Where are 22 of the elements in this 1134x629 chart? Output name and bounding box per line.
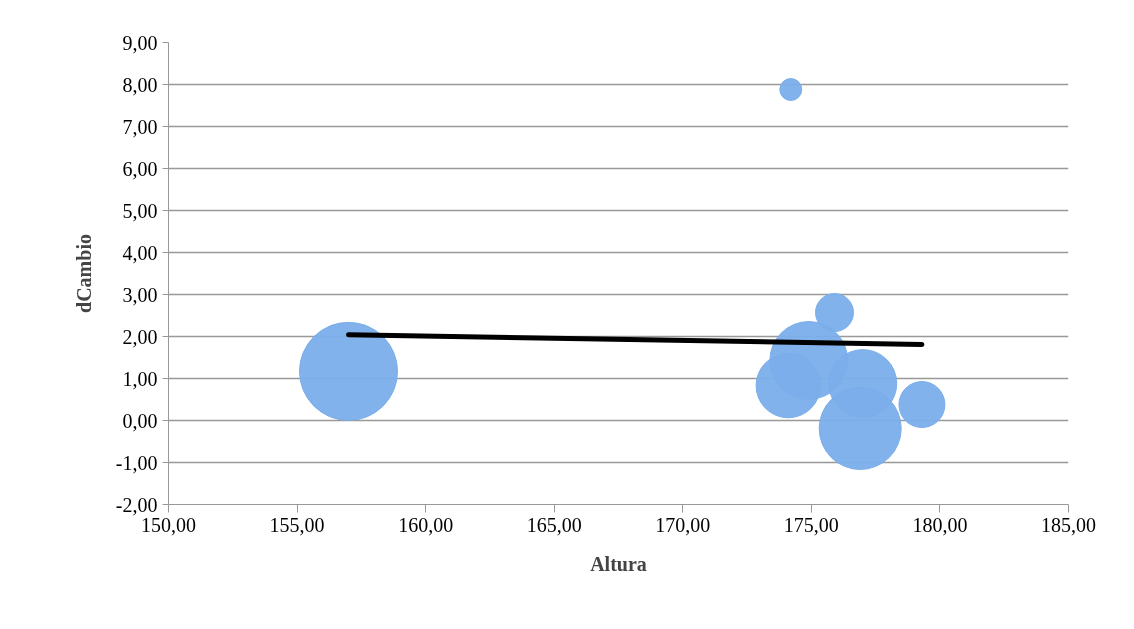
y-tick-label: -2,00 [115,493,158,516]
y-tick-label: 3,00 [122,283,158,306]
x-tick-label: 165,00 [526,513,582,536]
y-tick-label: 9,00 [122,31,158,54]
x-tick-label: 170,00 [655,513,711,536]
x-tick-label: 150,00 [141,513,196,536]
y-tick-label: 0,00 [122,409,158,432]
y-axis-title: dCambio [72,234,95,313]
x-tick-label: 185,00 [1041,513,1096,536]
y-tick-label: 8,00 [122,73,158,96]
y-tick-label: 1,00 [122,367,158,390]
x-tick-label: 175,00 [783,513,839,536]
y-tick-label: 2,00 [122,325,158,348]
x-tick-label: 155,00 [269,513,325,536]
y-tick-label: 7,00 [122,115,158,138]
y-tick-label: 6,00 [122,157,158,180]
x-tick-label: 160,00 [398,513,454,536]
y-tick-label: -1,00 [115,451,158,474]
y-tick-label: 5,00 [122,199,158,222]
x-tick-label: 180,00 [912,513,968,536]
y-tick-label: 4,00 [122,241,158,264]
x-axis-title: Altura [590,552,647,575]
